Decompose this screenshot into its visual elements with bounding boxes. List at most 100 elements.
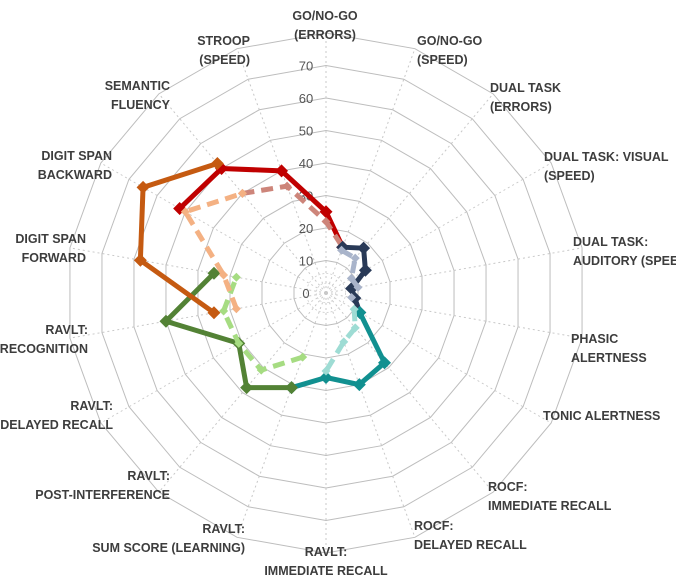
data-point-5-1 bbox=[350, 323, 360, 333]
axis-label-17: STROOP bbox=[197, 34, 250, 48]
series-line-5 bbox=[323, 309, 358, 373]
data-point-4-3 bbox=[319, 371, 333, 384]
center-ring bbox=[315, 282, 337, 304]
axis-label-16: FLUENCY bbox=[111, 98, 171, 112]
data-point-2-2 bbox=[358, 263, 372, 277]
r-tick-label: 50 bbox=[299, 124, 313, 139]
axis-label-7: IMMEDIATE RECALL bbox=[488, 499, 612, 513]
axis-label-3: (SPEED) bbox=[544, 169, 595, 183]
spoke-2 bbox=[325, 93, 494, 294]
series-line-1 bbox=[242, 183, 345, 249]
data-point-1-2 bbox=[321, 217, 331, 226]
axis-label-16: SEMANTIC bbox=[105, 79, 170, 93]
data-point-5-2 bbox=[339, 337, 349, 347]
axis-label-0: GO/NO-GO bbox=[292, 9, 358, 23]
axis-label-9: RAVLT: bbox=[305, 545, 348, 559]
data-point-7-2 bbox=[234, 338, 244, 348]
axis-label-3: DUAL TASK: VISUAL bbox=[544, 150, 669, 164]
data-point-4-2 bbox=[352, 378, 366, 392]
axis-label-7: ROCF: bbox=[488, 480, 528, 494]
spoke-13 bbox=[69, 292, 327, 339]
data-point-1-1 bbox=[282, 181, 292, 191]
data-point-0-2 bbox=[275, 164, 289, 178]
grid-ring-80 bbox=[69, 32, 583, 554]
spoke-6 bbox=[325, 292, 552, 424]
data-point-6-3 bbox=[159, 314, 173, 328]
spoke-5 bbox=[325, 292, 583, 339]
axis-label-11: POST-INTERFERENCE bbox=[35, 488, 170, 502]
data-point-8-1 bbox=[133, 253, 147, 267]
spoke-4 bbox=[325, 247, 583, 294]
axis-label-11: RAVLT: bbox=[127, 469, 170, 483]
axis-label-10: SUM SCORE (LEARNING) bbox=[92, 541, 245, 555]
axis-label-13: RECOGNITION bbox=[0, 342, 88, 356]
spoke-8 bbox=[325, 292, 416, 538]
data-point-5-0 bbox=[349, 304, 359, 314]
axis-label-12: DELAYED RECALL bbox=[0, 418, 113, 432]
data-point-3-3 bbox=[353, 282, 363, 292]
series-line-9 bbox=[182, 191, 244, 310]
data-point-7-4 bbox=[231, 272, 241, 282]
axis-label-14: FORWARD bbox=[22, 251, 86, 265]
axis-label-17: (SPEED) bbox=[199, 53, 250, 67]
data-point-3-4 bbox=[347, 293, 357, 303]
data-point-9-2 bbox=[180, 207, 190, 217]
data-point-7-3 bbox=[219, 306, 229, 316]
r-tick-label: 40 bbox=[299, 156, 313, 171]
axis-label-5: ALERTNESS bbox=[571, 351, 647, 365]
data-point-7-1 bbox=[256, 365, 266, 375]
spoke-12 bbox=[100, 292, 327, 424]
data-point-3-0 bbox=[337, 245, 347, 255]
data-point-6-4 bbox=[207, 266, 221, 280]
data-point-5-3 bbox=[321, 366, 331, 376]
series-line-3 bbox=[340, 248, 361, 299]
axis-label-6: TONIC ALERTNESS bbox=[543, 409, 660, 423]
axis-label-12: RAVLT: bbox=[70, 399, 113, 413]
spoke-7 bbox=[325, 292, 494, 493]
grid-ring-70 bbox=[101, 64, 551, 522]
r-tick-label: 60 bbox=[299, 91, 313, 106]
spoke-15 bbox=[100, 162, 327, 294]
spoke-3 bbox=[325, 162, 552, 294]
axis-label-4: DUAL TASK: bbox=[573, 235, 648, 249]
r-tick-label: 20 bbox=[299, 221, 313, 236]
data-point-2-1 bbox=[357, 241, 371, 255]
axis-label-15: DIGIT SPAN bbox=[41, 149, 112, 163]
axis-label-8: ROCF: bbox=[414, 519, 454, 533]
series-line-0 bbox=[177, 166, 346, 250]
spoke-14 bbox=[69, 247, 327, 294]
data-point-3-2 bbox=[346, 273, 356, 283]
data-point-8-0 bbox=[207, 306, 221, 320]
axis-label-4: AUDITORY (SPEED) bbox=[573, 254, 676, 268]
data-point-9-0 bbox=[231, 304, 241, 314]
axis-label-8: DELAYED RECALL bbox=[414, 538, 527, 552]
axis-label-15: BACKWARD bbox=[38, 168, 112, 182]
data-point-9-1 bbox=[219, 270, 229, 280]
data-point-6-1 bbox=[240, 381, 254, 395]
spoke-10 bbox=[236, 292, 327, 538]
grid-ring-30 bbox=[229, 194, 423, 392]
axis-label-2: (ERRORS) bbox=[490, 100, 552, 114]
axis-label-13: RAVLT: bbox=[45, 323, 88, 337]
axis-label-2: DUAL TASK bbox=[490, 81, 561, 95]
data-point-4-1 bbox=[377, 356, 391, 370]
data-point-8-2 bbox=[136, 180, 150, 194]
data-point-7-0 bbox=[298, 352, 308, 362]
axis-label-0: (ERRORS) bbox=[294, 28, 356, 42]
data-point-6-0 bbox=[285, 381, 299, 395]
spoke-11 bbox=[158, 292, 327, 493]
data-point-3-1 bbox=[350, 253, 360, 263]
data-point-8-3 bbox=[210, 157, 224, 171]
axis-label-1: GO/NO-GO bbox=[417, 34, 483, 48]
axis-label-14: DIGIT SPAN bbox=[15, 232, 86, 246]
axis-label-10: RAVLT: bbox=[202, 522, 245, 536]
series-line-8 bbox=[137, 161, 220, 316]
data-point-0-3 bbox=[319, 205, 333, 219]
spoke-1 bbox=[325, 48, 416, 294]
r-tick-label: 70 bbox=[299, 59, 313, 74]
axis-label-9: IMMEDIATE RECALL bbox=[264, 564, 388, 575]
r-tick-label: 0 bbox=[302, 286, 309, 301]
axis-label-1: (SPEED) bbox=[417, 53, 468, 67]
